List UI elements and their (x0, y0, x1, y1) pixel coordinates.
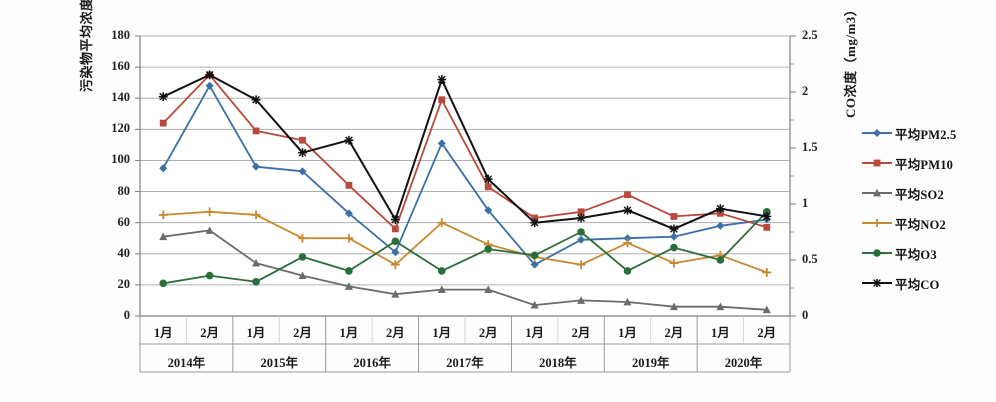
x-axis-month-label: 1月 (432, 326, 452, 340)
legend-marker-icon (862, 156, 892, 170)
x-axis-month-label: 2月 (200, 326, 220, 340)
legend-marker-icon (862, 216, 892, 230)
y-axis-left-tick: 120 (111, 121, 130, 136)
legend-item[interactable]: 平均O3 (862, 238, 992, 268)
x-axis-year-label: 2017年 (446, 356, 484, 370)
x-axis-month-label: 1月 (618, 326, 637, 340)
y-axis-right-tick: 2.5 (802, 28, 818, 42)
legend-label: 平均O3 (895, 247, 937, 262)
legend-label: 平均PM2.5 (895, 127, 957, 142)
legend-label: 平均CO (895, 277, 940, 292)
legend-item[interactable]: 平均CO (862, 268, 992, 298)
y-axis-right-tick: 1.5 (802, 140, 818, 154)
x-axis-month-label: 2月 (664, 326, 684, 340)
legend-item[interactable]: 平均NO2 (862, 208, 992, 238)
x-axis-month-label: 1月 (246, 326, 266, 340)
x-axis-month-label: 1月 (339, 326, 359, 340)
chart-legend: 平均PM2.5 平均PM10 平均SO2 平均NO2 平均O3 平均CO (862, 118, 992, 298)
x-axis-month-label: 2月 (385, 326, 405, 340)
y-axis-left-tick: 180 (111, 28, 130, 42)
y-axis-left-tick: 60 (117, 214, 131, 229)
legend-marker-icon (862, 126, 892, 140)
y-axis-right-tick: 2 (802, 84, 809, 98)
y-axis-left-tick: 20 (117, 276, 131, 291)
x-axis-month-label: 2月 (571, 326, 591, 340)
legend-marker-icon (862, 276, 892, 290)
legend-item[interactable]: 平均PM2.5 (862, 118, 992, 148)
y-axis-left-tick: 100 (111, 152, 130, 167)
y-axis-right-tick: 0 (802, 308, 809, 322)
y-axis-left-tick: 140 (111, 90, 130, 105)
x-axis-year-label: 2015年 (260, 356, 299, 370)
x-axis-year-label: 2019年 (631, 356, 670, 370)
legend-marker-icon (862, 186, 892, 200)
x-axis-year-label: 2020年 (724, 356, 763, 370)
legend-marker-icon (862, 246, 892, 260)
x-axis-year-label: 2018年 (539, 356, 577, 370)
legend-item[interactable]: 平均PM10 (862, 148, 992, 178)
y-axis-left-tick: 160 (111, 59, 130, 74)
legend-item[interactable]: 平均SO2 (862, 178, 992, 208)
x-axis-month-label: 1月 (525, 326, 545, 340)
series-2 (159, 71, 771, 233)
x-axis-month-label: 2月 (478, 326, 498, 340)
y-axis-left-tick: 80 (117, 183, 131, 198)
x-axis-month-label: 2月 (293, 326, 312, 340)
x-axis-year-label: 2014年 (167, 356, 206, 370)
x-axis-year-label: 2016年 (353, 356, 391, 370)
x-axis-month-label: 2月 (757, 326, 777, 340)
legend-label: 平均NO2 (895, 217, 947, 232)
legend-label: 平均PM10 (895, 157, 954, 172)
y-axis-left-tick: 40 (117, 245, 131, 260)
series-6 (158, 70, 772, 234)
series-5 (159, 207, 771, 288)
y-axis-right-tick: 1 (802, 196, 809, 210)
x-axis-month-label: 1月 (153, 326, 173, 340)
x-axis-month-label: 1月 (710, 326, 730, 340)
y-axis-right-tick: 0.5 (802, 252, 818, 266)
legend-label: 平均SO2 (895, 187, 944, 202)
series-3 (159, 226, 771, 314)
y-axis-left-tick: 0 (123, 308, 130, 322)
